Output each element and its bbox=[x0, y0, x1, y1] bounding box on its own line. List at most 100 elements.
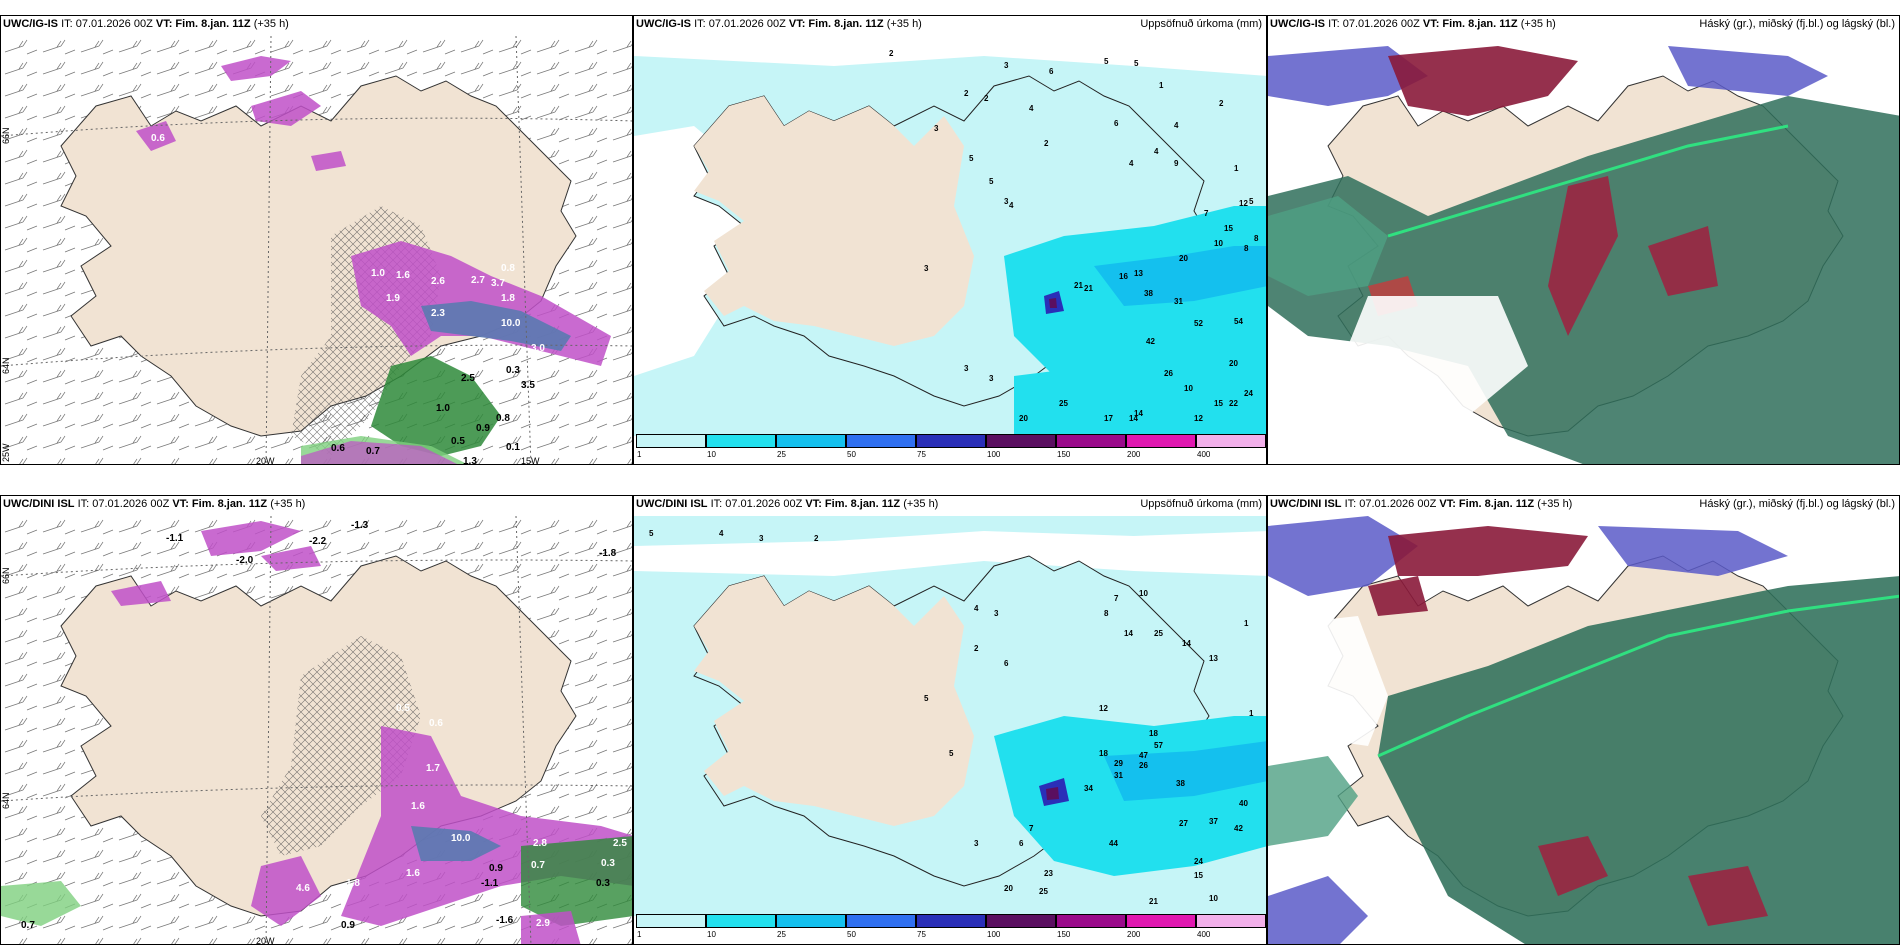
accum-value: 1 bbox=[1244, 619, 1249, 628]
precip-value: 1.8 bbox=[346, 878, 360, 889]
colorbar-swatch bbox=[1056, 914, 1126, 928]
snow-south-east bbox=[521, 911, 581, 944]
init-time: IT: 07.01.2026 00Z bbox=[61, 18, 153, 30]
precip-map: 66N 64N 20W -1.1 -1.3 -2.2 -2.0 -1.8 0.5… bbox=[1, 516, 632, 944]
accum-value: 12 bbox=[1194, 414, 1203, 423]
valid-time: VT: Fim. 8.jan. 11Z bbox=[155, 18, 251, 30]
panel-dini-precip: UWC/DINI ISL IT: 07.01.2026 00Z VT: Fim.… bbox=[0, 495, 633, 945]
accum-value: 7 bbox=[1029, 824, 1034, 833]
colorbar-label: 75 bbox=[917, 450, 926, 459]
accum-value: 1 bbox=[1159, 81, 1164, 90]
high-cloud-red-1 bbox=[1388, 46, 1578, 116]
precip-value: 0.7 bbox=[366, 446, 380, 457]
panel-header: UWC/DINI ISL IT: 07.01.2026 00Z VT: Fim.… bbox=[1270, 498, 1572, 510]
accum-value: 40 bbox=[1239, 799, 1248, 808]
colorbar-label: 200 bbox=[1127, 930, 1141, 939]
precip-value: 0.5 bbox=[396, 703, 410, 714]
precip-value-labels: 1.0 1.6 2.6 2.7 3.7 1.9 2.3 10.0 3.0 0.3… bbox=[151, 133, 575, 464]
init-time: IT: 07.01.2026 00Z bbox=[1328, 18, 1420, 30]
accum-value: 12 bbox=[1239, 199, 1248, 208]
snow-south-strip bbox=[301, 441, 457, 464]
accum-value: 54 bbox=[1234, 317, 1243, 326]
precip-value: -1.1 bbox=[166, 533, 184, 544]
low-cloud-outline bbox=[1387, 124, 1789, 238]
accum-value: 4 bbox=[1129, 159, 1134, 168]
accum-map: 5 4 3 2 1 5 3 4 1 2 6 7 8 10 14 25 12 18… bbox=[634, 516, 1266, 916]
accum-value: 7 bbox=[1204, 209, 1209, 218]
precip-value: -2.0 bbox=[236, 555, 254, 566]
snow-area-dark bbox=[411, 826, 501, 861]
valid-time: VT: Fim. 8.jan. 11Z bbox=[1422, 18, 1518, 30]
colorbar-label: 200 bbox=[1127, 450, 1141, 459]
accum-value: 5 bbox=[1134, 59, 1139, 68]
precip-value: 10.0 bbox=[501, 318, 521, 329]
colorbar-swatch bbox=[706, 434, 776, 448]
mid-cloud-blue-2 bbox=[1598, 526, 1788, 576]
precip-value: 0.8 bbox=[496, 413, 510, 424]
accum-value: 38 bbox=[1176, 779, 1185, 788]
panel-title: Uppsöfnuð úrkoma (mm) bbox=[1140, 498, 1262, 510]
accum-value: 2 bbox=[1219, 99, 1224, 108]
accum-value: 42 bbox=[1146, 337, 1155, 346]
precip-value: -1.1 bbox=[481, 878, 499, 889]
accum-value: 2 bbox=[974, 644, 979, 653]
colorbar-label: 75 bbox=[917, 930, 926, 939]
precip-value: 2.6 bbox=[431, 276, 445, 287]
accum-value: 7 bbox=[1114, 594, 1119, 603]
accum-value: 10 bbox=[1209, 894, 1218, 903]
accum-value: 5 bbox=[989, 177, 994, 186]
accum-value: 6 bbox=[1049, 67, 1054, 76]
precip-value: 1.2 bbox=[561, 363, 575, 374]
snow-north-3 bbox=[136, 121, 176, 151]
high-cloud-red-1 bbox=[1388, 526, 1588, 576]
precip-value: 0.6 bbox=[151, 133, 165, 144]
precip-value: 1.0 bbox=[371, 268, 385, 279]
grid-lat-66 bbox=[1, 117, 632, 137]
accum-value: 6 bbox=[1019, 839, 1024, 848]
precip-value: 1.6 bbox=[396, 270, 410, 281]
precip-value: 1.7 bbox=[426, 763, 440, 774]
accum-value: 13 bbox=[1209, 654, 1218, 663]
low-cloud-outline bbox=[1377, 594, 1899, 758]
precip-value: 0.1 bbox=[506, 442, 520, 453]
lead-time: (+35 h) bbox=[253, 18, 289, 30]
colorbar-label: 10 bbox=[707, 930, 716, 939]
high-cloud-red-3 bbox=[1648, 226, 1718, 296]
colorbar-swatch bbox=[776, 914, 846, 928]
precip-map: 66N 64N 25W 20W 15W 1.0 1.6 2.6 2.7 3.7 … bbox=[1, 36, 632, 464]
colorbar-swatch bbox=[986, 914, 1056, 928]
cloud-map bbox=[1268, 36, 1899, 464]
colorbar-label: 25 bbox=[777, 930, 786, 939]
white-clear-area bbox=[1348, 296, 1528, 416]
precip-value: 2.8 bbox=[533, 838, 547, 849]
accum-value: 24 bbox=[1194, 857, 1203, 866]
accum-value: 38 bbox=[1144, 289, 1153, 298]
colorbar-swatch bbox=[1126, 434, 1196, 448]
panel-title: Uppsöfnuð úrkoma (mm) bbox=[1140, 18, 1262, 30]
accum-value: 2 bbox=[964, 89, 969, 98]
panel-title: Háský (gr.), miðský (fj.bl.) og lágský (… bbox=[1699, 498, 1895, 510]
snow-north-3 bbox=[261, 546, 321, 571]
accum-value: 3 bbox=[974, 839, 979, 848]
accum-value: 3 bbox=[964, 364, 969, 373]
model-name: UWC/IG-IS bbox=[636, 18, 691, 30]
accum-value: 2 bbox=[984, 94, 989, 103]
accum-value: 31 bbox=[1114, 771, 1123, 780]
panel-igis-accum: UWC/IG-IS IT: 07.01.2026 00Z VT: Fim. 8.… bbox=[633, 15, 1267, 465]
colorbar-label: 100 bbox=[987, 930, 1001, 939]
colorbar-label: 400 bbox=[1197, 930, 1211, 939]
accum-value: 2 bbox=[1044, 139, 1049, 148]
accum-value: 42 bbox=[1234, 824, 1243, 833]
lat-label-64: 64N bbox=[1, 357, 11, 374]
accum-value: 14 bbox=[1129, 414, 1138, 423]
precip-value: 2.7 bbox=[471, 275, 485, 286]
colorbar-swatch bbox=[1196, 434, 1266, 448]
precip-value: 4.6 bbox=[296, 883, 310, 894]
colorbar-label: 400 bbox=[1197, 450, 1211, 459]
accum-value: 13 bbox=[1134, 269, 1143, 278]
high-cloud-red-3 bbox=[1538, 836, 1608, 896]
accum-value: 47 bbox=[1139, 751, 1148, 760]
precip-value: 0.7 bbox=[531, 860, 545, 871]
accum-50 bbox=[1094, 246, 1266, 306]
panel-header: UWC/IG-IS IT: 07.01.2026 00Z VT: Fim. 8.… bbox=[636, 18, 922, 30]
